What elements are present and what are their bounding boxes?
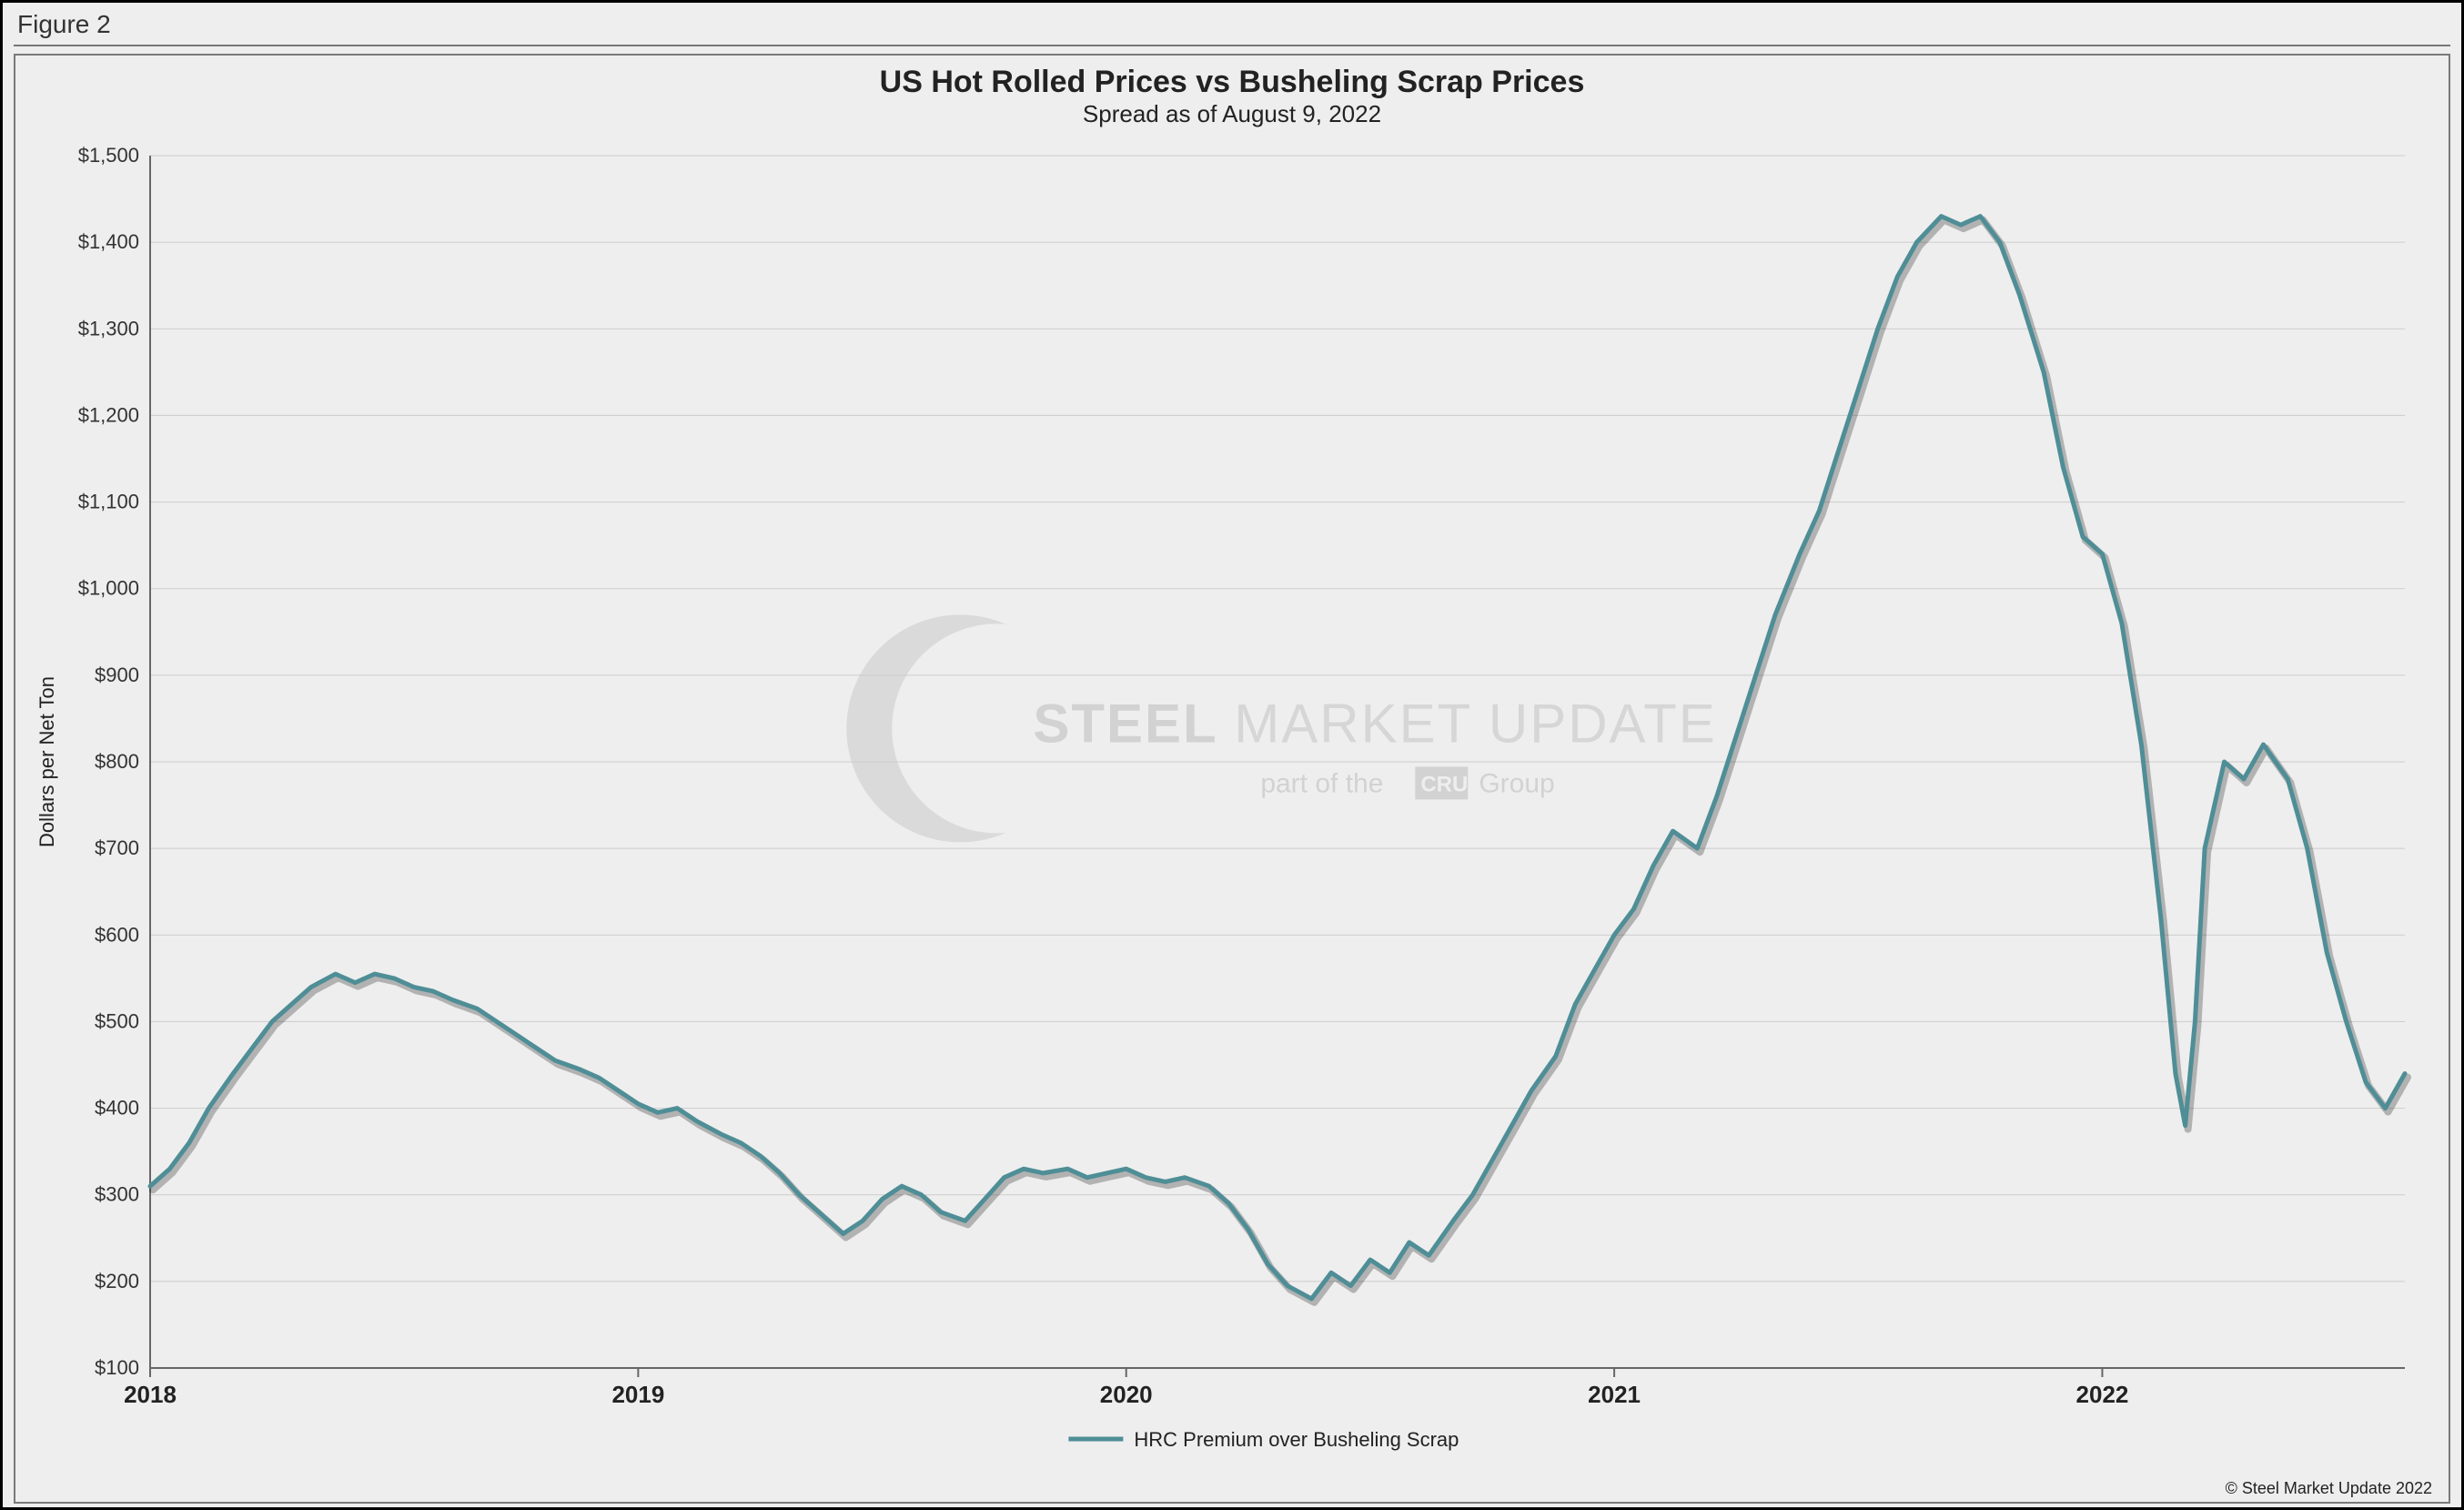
y-tick-label: $900 [95, 664, 139, 686]
y-axis-label: Dollars per Net Ton [35, 676, 58, 847]
series-shadow [153, 220, 2408, 1302]
chart-title: US Hot Rolled Prices vs Busheling Scrap … [32, 65, 2432, 100]
x-tick-label: 2021 [1588, 1381, 1641, 1408]
figure-rule [14, 45, 2450, 46]
y-tick-label: $1,000 [78, 577, 139, 600]
legend-label: HRC Premium over Busheling Scrap [1134, 1428, 1459, 1451]
y-tick-label: $400 [95, 1097, 139, 1120]
watermark: STEEL MARKET UPDATE part of the CRU Group [769, 614, 1716, 842]
copyright-text: © Steel Market Update 2022 [32, 1477, 2432, 1498]
y-tick-label: $700 [95, 836, 139, 859]
svg-text:STEEL MARKET UPDATE: STEEL MARKET UPDATE [1033, 693, 1716, 754]
y-tick-label: $1,200 [78, 403, 139, 426]
y-tick-label: $1,400 [78, 230, 139, 253]
svg-text:Group: Group [1479, 768, 1554, 798]
y-tick-label: $300 [95, 1183, 139, 1206]
y-tick-label: $1,100 [78, 491, 139, 513]
chart-subtitle: Spread as of August 9, 2022 [32, 100, 2432, 128]
y-tick-label: $200 [95, 1270, 139, 1292]
y-tick-label: $100 [95, 1356, 139, 1379]
y-tick-label: $800 [95, 750, 139, 773]
plot-area: STEEL MARKET UPDATE part of the CRU Group $1… [32, 137, 2432, 1477]
figure-container: Figure 2 US Hot Rolled Prices vs Busheli… [0, 0, 2464, 1510]
x-tick-label: 2019 [611, 1381, 664, 1408]
chart-panel: US Hot Rolled Prices vs Busheling Scrap … [14, 54, 2450, 1504]
y-tick-label: $1,300 [78, 317, 139, 339]
y-tick-label: $1,500 [78, 144, 139, 167]
x-tick-label: 2022 [2076, 1381, 2129, 1408]
svg-text:CRU: CRU [1420, 772, 1468, 796]
x-tick-label: 2018 [124, 1381, 177, 1408]
x-tick-label: 2020 [1100, 1381, 1153, 1408]
y-tick-label: $600 [95, 923, 139, 946]
series-line [150, 217, 2405, 1299]
svg-text:part of the: part of the [1260, 768, 1383, 798]
figure-label: Figure 2 [14, 10, 2450, 45]
y-tick-label: $500 [95, 1009, 139, 1032]
line-chart-svg: STEEL MARKET UPDATE part of the CRU Group $1… [32, 137, 2432, 1477]
